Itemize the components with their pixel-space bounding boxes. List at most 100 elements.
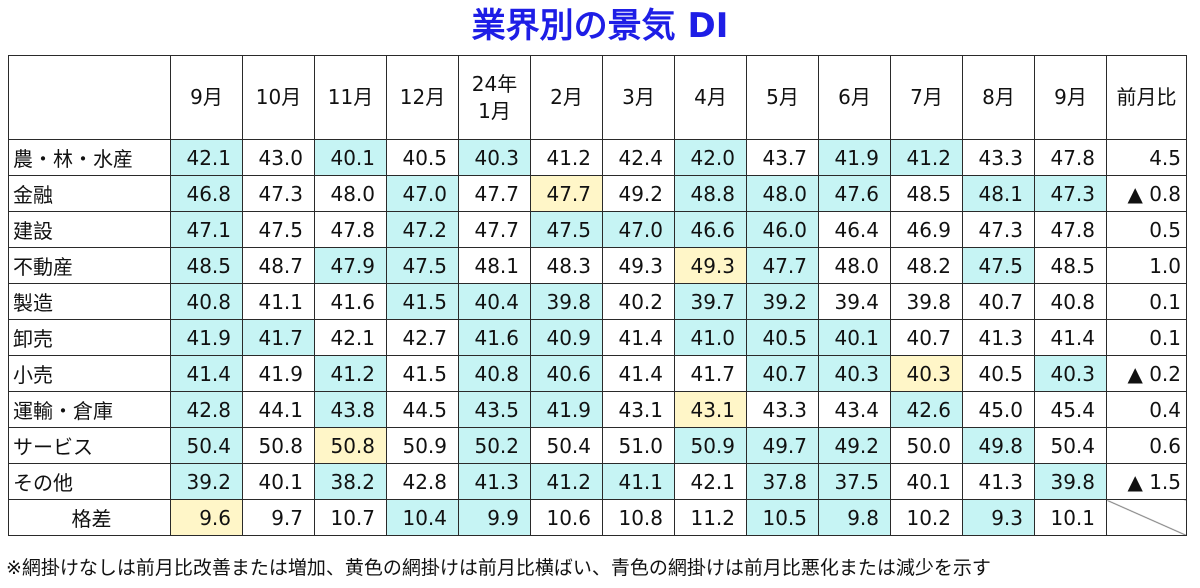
di-value-cell: 37.5 <box>818 463 891 500</box>
di-value-cell: 46.0 <box>746 211 819 248</box>
column-header: 12月 <box>386 55 459 140</box>
di-value-cell: 41.2 <box>530 139 603 176</box>
di-value-cell: 41.4 <box>170 355 243 392</box>
di-value-cell: 42.4 <box>602 139 675 176</box>
spread-value-cell: 10.5 <box>746 499 819 536</box>
diff-value-cell: 4.5 <box>1106 139 1187 176</box>
page-title: 業界別の景気 DI <box>471 6 729 46</box>
di-value-cell: 41.9 <box>818 139 891 176</box>
di-value-cell: 41.7 <box>242 319 315 356</box>
diff-value-cell: ▲ 0.2 <box>1106 355 1187 392</box>
table-row: 卸売 41.9 41.7 42.1 42.7 41.6 40.9 41.4 41.0 40.5 40… <box>8 319 1187 356</box>
di-value-cell: 39.4 <box>818 283 891 320</box>
di-value-cell: 40.7 <box>962 283 1035 320</box>
di-value-cell: 47.0 <box>386 175 459 212</box>
column-header: 3月 <box>602 55 675 140</box>
diff-column-header: 前月比 <box>1106 55 1187 140</box>
di-value-cell: 40.3 <box>818 355 891 392</box>
di-value-cell: 41.9 <box>170 319 243 356</box>
di-value-cell: 37.8 <box>746 463 819 500</box>
di-value-cell: 41.3 <box>458 463 531 500</box>
di-value-cell: 40.8 <box>170 283 243 320</box>
di-value-cell: 47.5 <box>530 211 603 248</box>
di-value-cell: 47.0 <box>602 211 675 248</box>
di-value-cell: 48.5 <box>170 247 243 284</box>
column-header: 8月 <box>962 55 1035 140</box>
spread-label: 格差 <box>8 499 171 536</box>
row-category: 農・林・水産 <box>8 139 171 176</box>
di-value-cell: 40.3 <box>458 139 531 176</box>
di-value-cell: 42.8 <box>170 391 243 428</box>
table-row: 不動産 48.5 48.7 47.9 47.5 48.1 48.3 49.3 49.3 47.7 4… <box>8 247 1187 284</box>
di-value-cell: 47.7 <box>746 247 819 284</box>
di-value-cell: 41.3 <box>962 319 1035 356</box>
di-value-cell: 42.6 <box>890 391 963 428</box>
di-value-cell: 47.2 <box>386 211 459 248</box>
di-value-cell: 51.0 <box>602 427 675 464</box>
di-value-cell: 40.7 <box>746 355 819 392</box>
di-value-cell: 47.1 <box>170 211 243 248</box>
di-value-cell: 42.1 <box>314 319 387 356</box>
di-value-cell: 47.5 <box>242 211 315 248</box>
row-category: 不動産 <box>8 247 171 284</box>
di-value-cell: 48.1 <box>458 247 531 284</box>
diff-value-cell: 1.0 <box>1106 247 1187 284</box>
di-value-cell: 42.8 <box>386 463 459 500</box>
di-value-cell: 42.7 <box>386 319 459 356</box>
row-category: 小売 <box>8 355 171 392</box>
di-value-cell: 50.4 <box>170 427 243 464</box>
row-category: 運輸・倉庫 <box>8 391 171 428</box>
column-header: 9月 <box>1034 55 1107 140</box>
row-category: その他 <box>8 463 171 500</box>
di-value-cell: 46.4 <box>818 211 891 248</box>
di-value-cell: 40.3 <box>1034 355 1107 392</box>
table-row: 建設 47.1 47.5 47.8 47.2 47.7 47.5 47.0 46.6 46.0 46… <box>8 211 1187 248</box>
table-row: 農・林・水産 42.1 43.0 40.1 40.5 40.3 41.2 42.4 42.0 43… <box>8 139 1187 176</box>
di-value-cell: 50.4 <box>530 427 603 464</box>
spread-value-cell: 9.9 <box>458 499 531 536</box>
di-value-cell: 47.9 <box>314 247 387 284</box>
diff-value-cell: ▲ 0.8 <box>1106 175 1187 212</box>
di-value-cell: 41.2 <box>890 139 963 176</box>
di-value-cell: 40.6 <box>530 355 603 392</box>
diff-value-cell: ▲ 1.5 <box>1106 463 1187 500</box>
di-value-cell: 47.3 <box>1034 175 1107 212</box>
di-value-cell: 41.6 <box>458 319 531 356</box>
spread-value-cell: 9.3 <box>962 499 1035 536</box>
spread-value-cell: 9.7 <box>242 499 315 536</box>
di-value-cell: 47.5 <box>386 247 459 284</box>
di-value-cell: 40.4 <box>458 283 531 320</box>
row-category: サービス <box>8 427 171 464</box>
di-value-cell: 47.8 <box>1034 139 1107 176</box>
di-value-cell: 43.5 <box>458 391 531 428</box>
table-row: 金融 46.8 47.3 48.0 47.0 47.7 47.7 49.2 48.8 48.0 47… <box>8 175 1187 212</box>
di-value-cell: 48.0 <box>746 175 819 212</box>
di-value-cell: 45.4 <box>1034 391 1107 428</box>
spread-value-cell: 10.6 <box>530 499 603 536</box>
di-value-cell: 46.9 <box>890 211 963 248</box>
di-value-cell: 49.3 <box>674 247 747 284</box>
di-value-cell: 41.1 <box>602 463 675 500</box>
di-value-cell: 48.0 <box>818 247 891 284</box>
di-value-cell: 41.4 <box>602 319 675 356</box>
di-value-cell: 39.8 <box>530 283 603 320</box>
di-value-cell: 50.9 <box>674 427 747 464</box>
table-row: 小売 41.4 41.9 41.2 41.5 40.8 40.6 41.4 41.7 40.7 40… <box>8 355 1187 392</box>
di-value-cell: 43.0 <box>242 139 315 176</box>
row-category: 製造 <box>8 283 171 320</box>
di-value-cell: 40.1 <box>890 463 963 500</box>
di-value-cell: 43.1 <box>674 391 747 428</box>
column-header: 24年 1月 <box>458 55 531 140</box>
di-value-cell: 40.2 <box>602 283 675 320</box>
di-value-cell: 41.3 <box>962 463 1035 500</box>
di-value-cell: 44.1 <box>242 391 315 428</box>
di-value-cell: 41.1 <box>242 283 315 320</box>
di-value-cell: 49.3 <box>602 247 675 284</box>
di-value-cell: 47.3 <box>962 211 1035 248</box>
di-value-cell: 41.9 <box>242 355 315 392</box>
spread-value-cell: 10.4 <box>386 499 459 536</box>
di-value-cell: 43.7 <box>746 139 819 176</box>
di-value-cell: 50.2 <box>458 427 531 464</box>
di-value-cell: 40.5 <box>386 139 459 176</box>
di-value-cell: 41.2 <box>314 355 387 392</box>
